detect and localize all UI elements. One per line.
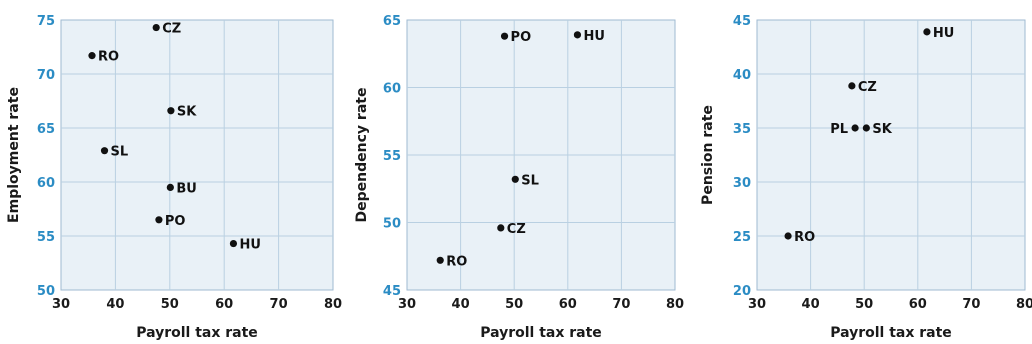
x-tick-label: 70 [612,297,630,312]
y-axis-title: Employment rate [6,87,22,223]
y-tick-label: 40 [733,68,751,83]
data-point-cz [848,82,856,90]
data-label-sl: SL [521,173,539,188]
y-tick-label: 70 [37,68,55,83]
y-tick-label: 25 [733,230,751,245]
plot-area [756,19,1026,291]
x-tick-label: 40 [452,297,470,312]
data-point-sk [167,107,175,115]
data-label-sk: SK [872,122,892,137]
x-tick-label: 30 [398,297,416,312]
x-tick-label: 40 [106,297,124,312]
data-label-ro: RO [446,254,467,269]
data-point-ro [784,232,792,240]
x-tick-label: 70 [270,297,288,312]
data-point-ro [436,256,444,264]
data-label-hu: HU [239,238,260,253]
y-tick-label: 30 [733,176,751,191]
data-point-sl [100,147,109,155]
x-tick-label: 80 [666,297,684,312]
data-label-cz: CZ [858,80,877,95]
data-point-bu [166,183,174,191]
data-point-sk [862,124,870,132]
data-label-sl: SL [111,145,129,160]
y-tick-label: 75 [37,14,55,29]
data-label-hu: HU [933,26,954,41]
y-tick-label: 45 [733,14,751,29]
data-point-hu [923,28,931,36]
chart-3: 30 40 50 60 70 80 20 25 30 35 40 45 Payroll tax rate… [700,14,1032,341]
x-tick-label: 80 [1016,297,1032,312]
y-axis-title: Dependency rate [354,88,370,223]
y-tick-label: 50 [383,217,401,232]
data-label-po: PO [511,30,532,45]
data-point-ro [88,52,96,60]
data-label-bu: BU [176,181,196,196]
data-point-pl [851,124,859,132]
data-label-cz: CZ [507,222,526,237]
y-tick-label: 35 [733,122,751,137]
y-tick-label: 50 [37,284,55,299]
x-tick-label: 30 [52,297,70,312]
data-point-hu [573,31,582,39]
chart-1: 30 40 50 60 70 80 50 55 60 65 70 75 Payroll tax rate… [6,14,342,341]
data-label-sk: SK [177,105,197,120]
x-tick-label: 50 [855,297,873,312]
data-label-ro: RO [98,50,119,65]
x-axis-title: Payroll tax rate [830,325,952,341]
data-label-cz: CZ [162,22,181,37]
y-tick-label: 45 [383,284,401,299]
y-tick-label: 60 [383,82,401,97]
y-tick-label: 55 [383,149,401,164]
x-tick-label: 50 [161,297,179,312]
y-tick-label: 60 [37,176,55,191]
x-tick-label: 40 [802,297,820,312]
x-tick-label: 30 [748,297,766,312]
plot-area [60,19,334,291]
chart-2: 30 40 50 60 70 80 45 50 55 60 65 Payroll tax rate De… [354,14,684,341]
x-tick-label: 60 [909,297,927,312]
data-point-cz [497,224,505,232]
data-point-po [500,32,509,40]
data-label-hu: HU [583,29,604,44]
x-axis-title: Payroll tax rate [480,325,602,341]
data-label-ro: RO [794,230,815,245]
x-tick-label: 50 [505,297,523,312]
x-tick-label: 60 [215,297,233,312]
data-point-sl [511,175,519,183]
data-point-po [155,216,163,224]
x-tick-label: 80 [324,297,342,312]
y-tick-label: 65 [37,122,55,137]
x-tick-label: 70 [962,297,980,312]
y-axis-title: Pension rate [700,105,716,205]
x-axis-title: Payroll tax rate [136,325,258,341]
x-tick-label: 60 [559,297,577,312]
y-tick-label: 55 [37,230,55,245]
y-tick-label: 20 [733,284,751,299]
data-point-cz [152,23,160,32]
data-label-pl: PL [830,122,848,137]
data-point-hu [229,239,238,248]
y-tick-label: 65 [383,14,401,29]
data-label-po: PO [165,214,186,229]
